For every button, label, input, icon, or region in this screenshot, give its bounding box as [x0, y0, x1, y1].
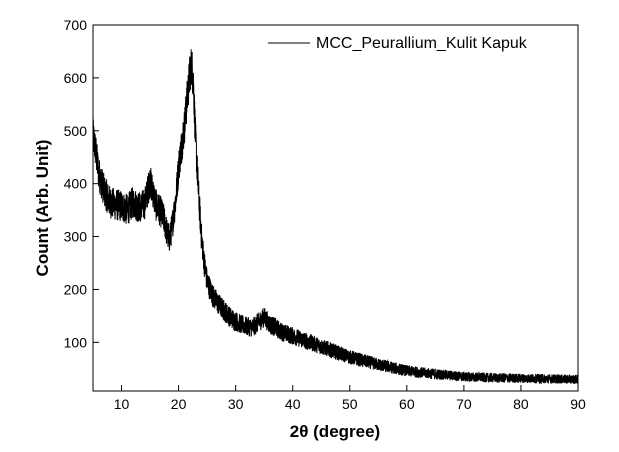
x-tick-label: 90: [570, 396, 586, 412]
legend: MCC_Peurallium_Kulit Kapuk: [268, 35, 528, 52]
y-tick-label: 100: [64, 334, 88, 350]
axis-tick-labels: 10 20 30 40 50 60 70 80 90 100 200 300 400 500 600 700: [64, 17, 586, 412]
legend-label: MCC_Peurallium_Kulit Kapuk: [316, 35, 528, 52]
y-tick-label: 600: [64, 70, 88, 86]
y-tick-label: 500: [64, 123, 88, 139]
y-tick-label: 700: [64, 17, 88, 33]
axis-ticks: [93, 24, 579, 391]
series-line: [92, 49, 579, 385]
x-tick-label: 30: [228, 396, 244, 412]
x-tick-label: 60: [399, 396, 415, 412]
y-axis-title: Count (Arb. Unit): [33, 140, 52, 277]
plot-frame: [92, 24, 579, 392]
x-tick-label: 70: [456, 396, 472, 412]
x-axis-title: 2θ (degree): [290, 422, 380, 441]
x-tick-label: 80: [513, 396, 529, 412]
y-tick-label: 300: [64, 229, 88, 245]
x-tick-label: 20: [171, 396, 187, 412]
x-tick-label: 50: [342, 396, 358, 412]
y-tick-label: 200: [64, 281, 88, 297]
x-tick-label: 40: [285, 396, 301, 412]
x-tick-label: 10: [114, 396, 130, 412]
y-tick-label: 400: [64, 176, 88, 192]
